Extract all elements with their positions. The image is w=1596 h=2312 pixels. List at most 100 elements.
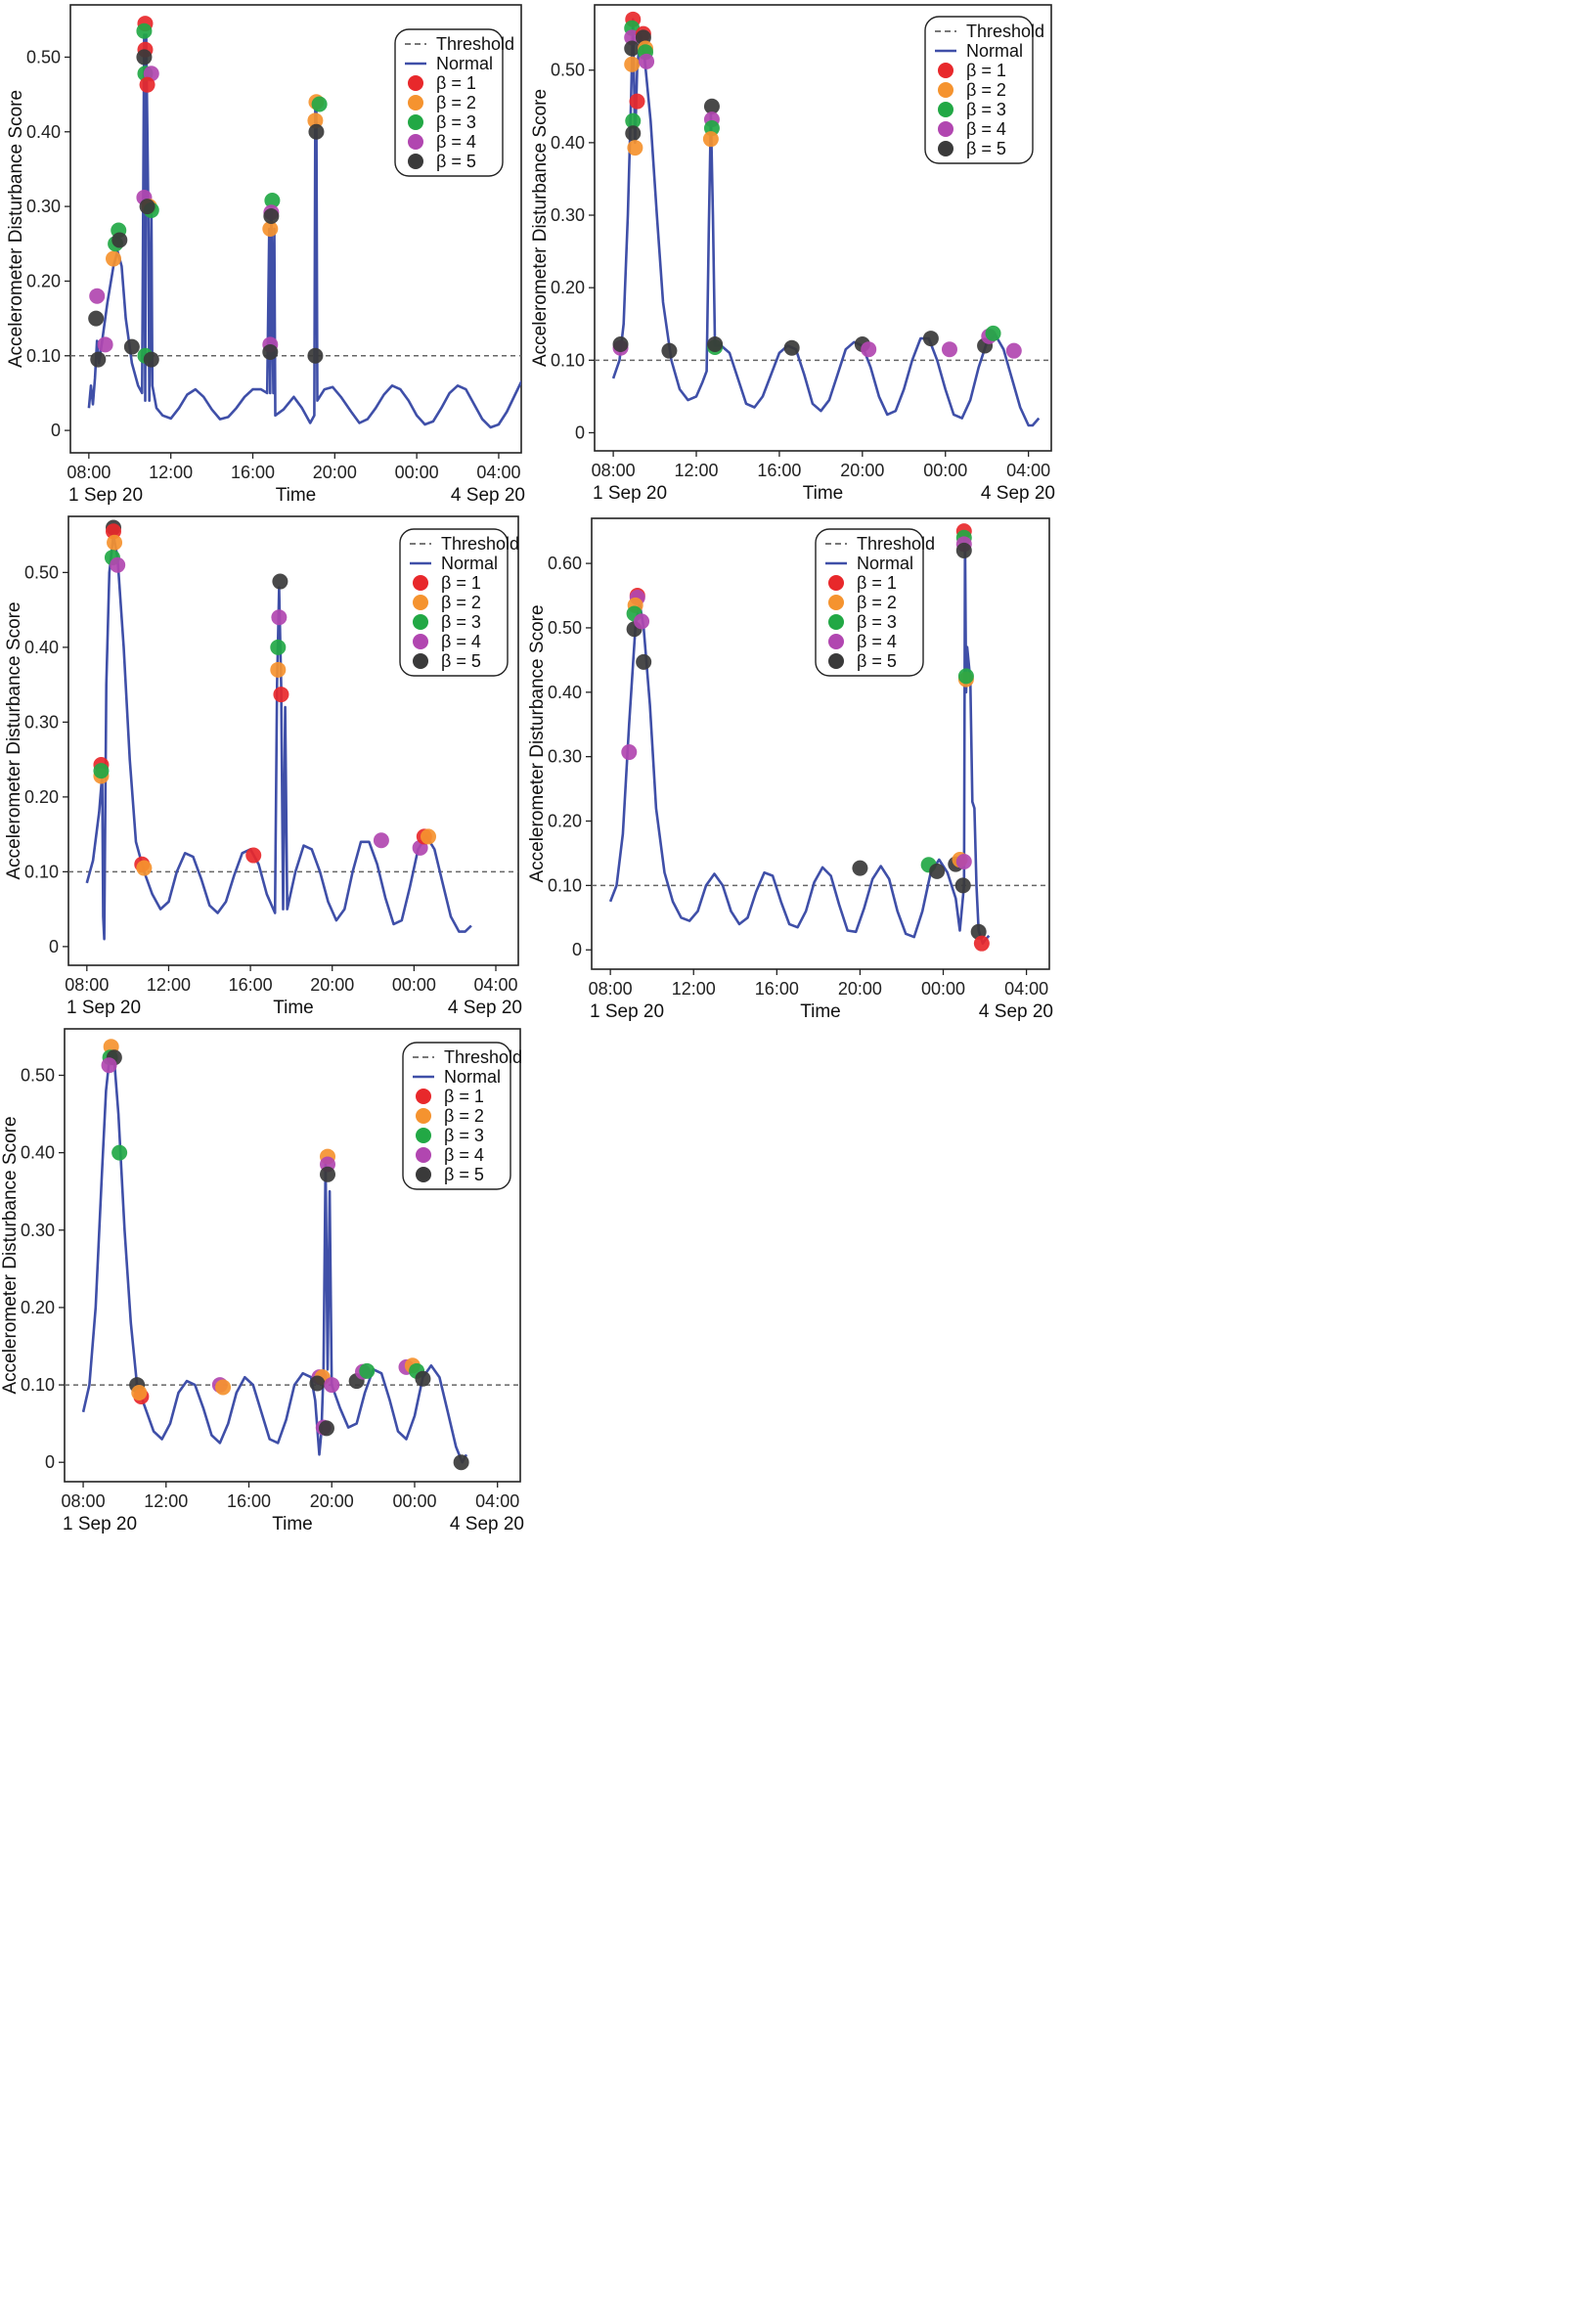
legend-beta-5-label: β = 5 [444,1165,484,1184]
beta-3-marker [957,668,974,685]
beta-5-marker [320,1166,336,1182]
legend-normal-label: Normal [441,554,498,573]
x-tick-label: 12:00 [672,979,716,999]
date-start-label: 1 Sep 20 [66,998,141,1018]
x-tick-label: 04:00 [473,975,517,995]
beta-4-marker [110,556,126,573]
y-tick-label: 0 [49,937,59,956]
legend-beta-2-label: β = 2 [966,80,1006,100]
date-start-label: 1 Sep 20 [63,1514,137,1534]
plot-area [70,16,521,429]
legend-beta-1-swatch [416,1089,431,1104]
x-tick-label: 00:00 [921,979,965,999]
beta-4-marker [861,341,877,358]
y-tick-label: 0.10 [26,346,61,366]
beta-5-marker [136,49,153,66]
date-start-label: 1 Sep 20 [68,485,143,506]
legend-beta-5-swatch [416,1167,431,1182]
x-tick-label: 00:00 [392,1491,436,1511]
x-axis-label: Time [272,1514,313,1534]
date-start-label: 1 Sep 20 [593,483,667,504]
normal-series-line [81,1050,468,1464]
beta-1-marker [106,523,121,540]
x-tick-label: 04:00 [1004,979,1048,999]
beta-5-marker [262,343,279,360]
y-tick-label: 0.30 [21,1221,55,1240]
legend-beta-3-label: β = 3 [857,612,897,632]
legend-beta-2-label: β = 2 [436,93,476,112]
x-tick-label: 16:00 [229,975,273,995]
legend-threshold-label: Threshold [966,22,1044,41]
legend-beta-5-label: β = 5 [857,651,897,671]
x-tick-label: 04:00 [1006,461,1050,480]
legend-beta-2-label: β = 2 [444,1106,484,1126]
beta-5-marker [415,1370,431,1387]
x-tick-label: 04:00 [476,463,520,482]
y-tick-label: 0.20 [26,271,61,290]
legend-beta-1-swatch [408,75,423,91]
beta-1-marker [273,687,289,703]
chart-panel-3: 0 0.10 0.20 0.30 0.40 0.50 08:00 12:00 16:00 20:0… [4,515,522,1018]
legend-beta-5-label: β = 5 [966,139,1006,158]
legend-threshold-label: Threshold [441,534,519,554]
beta-2-marker [136,860,153,876]
beta-5-marker [955,542,972,558]
normal-series-line [608,536,991,945]
legend-normal-label: Normal [966,41,1023,61]
y-axis-label: Accelerometer Disturbance Score [0,1116,21,1394]
beta-5-marker [707,336,724,353]
y-tick-label: 0.10 [24,862,59,881]
legend-beta-3-swatch [416,1128,431,1143]
y-tick-label: 0.50 [548,618,582,638]
y-tick-label: 0.20 [551,278,585,297]
beta-4-marker [941,341,957,358]
legend-threshold-label: Threshold [436,34,514,54]
y-tick-label: 0.10 [21,1375,55,1395]
beta-2-marker [215,1379,232,1396]
legend-beta-2-label: β = 2 [857,593,897,612]
y-tick-label: 0.20 [21,1298,55,1317]
y-tick-label: 0.60 [548,554,582,573]
plot-frame [67,515,519,966]
legend-beta-5-swatch [413,653,428,669]
beta-5-marker [90,351,107,368]
x-tick-label: 16:00 [227,1491,271,1511]
legend-beta-5-label: β = 5 [441,651,481,671]
x-tick-label: 08:00 [589,979,633,999]
x-tick-label: 16:00 [755,979,799,999]
beta-5-marker [307,347,324,364]
beta-2-marker [131,1384,148,1401]
legend-beta-4-label: β = 4 [441,632,481,651]
x-tick-label: 12:00 [144,1491,188,1511]
legend-beta-4-swatch [413,634,428,649]
legend-beta-3-label: β = 3 [436,112,476,132]
legend-beta-2-swatch [938,82,953,98]
beta-5-marker [922,331,939,347]
beta-4-marker [89,288,106,304]
legend-beta-4-label: β = 4 [444,1145,484,1165]
legend-beta-2-swatch [408,95,423,111]
beta-4-marker [639,53,655,69]
legend-beta-5-label: β = 5 [436,152,476,171]
legend-beta-2-swatch [828,595,844,610]
plot-frame [594,4,1052,452]
beta-2-marker [270,661,287,678]
y-tick-label: 0.40 [21,1143,55,1163]
chart-panel-1: 0 0.10 0.20 0.30 0.40 0.50 08:00 12:00 16:00 20:0… [6,4,525,506]
beta-5-marker [308,123,325,140]
beta-5-marker [272,573,288,590]
y-tick-label: 0.30 [26,197,61,216]
beta-3-marker [985,325,1001,341]
legend-beta-5-swatch [938,141,953,156]
legend-beta-1-swatch [828,575,844,591]
y-tick-label: 0.20 [24,787,59,807]
legend-beta-4-label: β = 4 [966,119,1006,139]
beta-5-marker [929,863,946,879]
x-axis-label: Time [273,998,314,1018]
beta-4-marker [101,1057,117,1074]
plot-area [65,1039,520,1471]
x-tick-label: 08:00 [66,463,111,482]
legend-threshold-label: Threshold [857,534,935,554]
beta-3-marker [270,639,287,655]
